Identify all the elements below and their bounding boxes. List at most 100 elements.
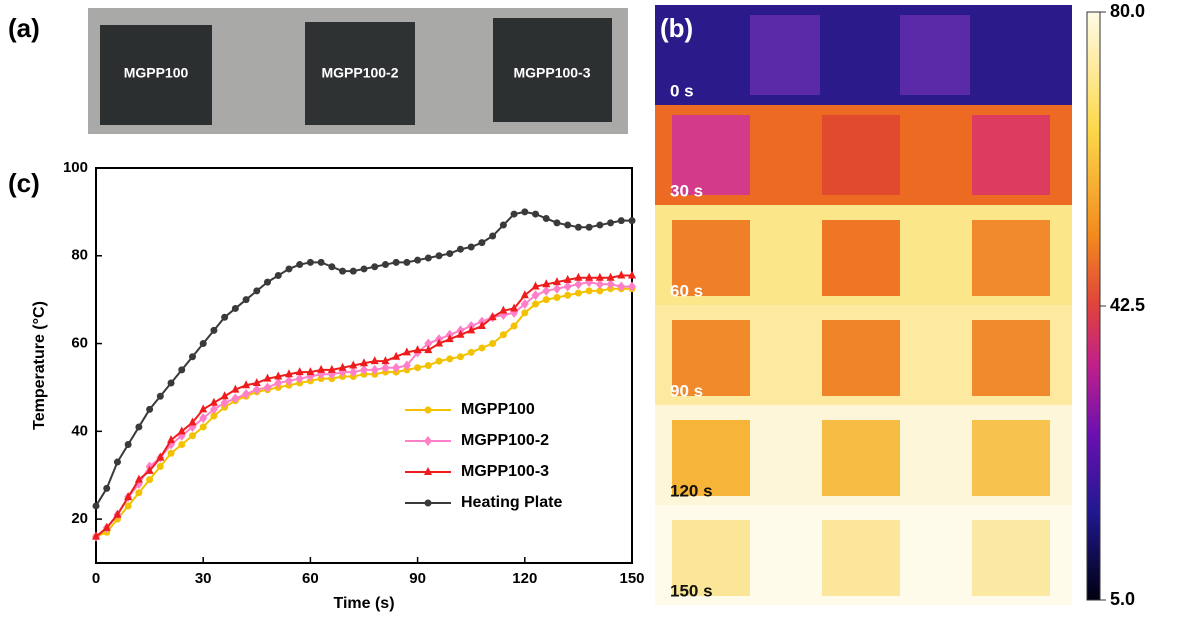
marker [178, 366, 186, 374]
marker [274, 378, 283, 389]
legend-label: MGPP100-2 [461, 432, 549, 449]
marker [563, 281, 572, 292]
marker [210, 412, 218, 420]
marker [413, 345, 422, 354]
marker [113, 458, 121, 466]
marker [135, 423, 143, 431]
marker [628, 217, 636, 225]
marker [564, 291, 572, 299]
marker [585, 272, 594, 281]
marker [478, 344, 486, 352]
marker [253, 287, 261, 295]
marker [595, 279, 604, 290]
marker [552, 283, 561, 294]
time-label: 60 s [670, 281, 703, 300]
colorbar-label: 80.0 [1110, 1, 1145, 21]
marker [102, 522, 111, 531]
legend-marker [424, 499, 432, 507]
sample-label: MGPP100-2 [321, 65, 398, 81]
marker [424, 338, 433, 349]
marker [542, 279, 551, 288]
marker [381, 356, 390, 365]
marker [596, 287, 604, 295]
marker [349, 267, 357, 275]
marker [553, 293, 561, 301]
marker [456, 245, 464, 253]
marker [477, 321, 486, 329]
marker [532, 300, 540, 308]
marker [360, 265, 368, 273]
marker [178, 441, 186, 448]
marker [553, 219, 561, 227]
marker [381, 261, 389, 269]
sample-label: MGPP100-3 [513, 65, 590, 81]
marker [199, 340, 207, 348]
x-tick-label: 150 [619, 570, 644, 587]
marker [146, 476, 154, 484]
marker [92, 531, 100, 540]
marker [531, 290, 540, 301]
marker [274, 272, 282, 280]
thermal-images [655, 5, 1072, 605]
legend-label: Heating Plate [461, 494, 562, 511]
marker [445, 334, 454, 343]
marker [199, 423, 207, 431]
marker [489, 340, 497, 348]
marker [209, 404, 218, 415]
x-tick-label: 60 [302, 570, 319, 587]
marker [167, 449, 175, 457]
marker [414, 256, 422, 264]
marker [231, 393, 240, 404]
marker [360, 358, 368, 367]
colorbar [1086, 11, 1101, 601]
marker [221, 313, 229, 321]
marker [532, 210, 540, 218]
marker [563, 274, 572, 283]
x-tick-label: 0 [92, 570, 100, 587]
marker [370, 364, 379, 375]
time-label: 30 s [670, 181, 703, 200]
marker [135, 489, 143, 497]
marker [564, 221, 572, 229]
marker [403, 258, 411, 266]
legend-marker [424, 436, 432, 446]
marker [478, 239, 486, 247]
marker [574, 223, 582, 231]
marker [124, 502, 132, 510]
marker [296, 261, 304, 269]
y-tick-label: 20 [71, 510, 88, 527]
marker [167, 435, 176, 444]
marker [456, 353, 464, 361]
marker [510, 210, 518, 218]
x-tick-label: 90 [409, 570, 426, 587]
marker [103, 484, 111, 492]
marker [284, 369, 293, 378]
marker [92, 502, 100, 510]
marker [317, 258, 325, 266]
marker [252, 378, 261, 387]
marker [199, 413, 208, 424]
x-tick-label: 120 [512, 570, 537, 587]
marker [617, 270, 626, 279]
marker [242, 380, 251, 389]
marker [188, 417, 197, 426]
marker [242, 296, 250, 304]
marker [349, 367, 358, 378]
marker [220, 391, 229, 400]
marker [285, 265, 293, 273]
time-label: 120 s [670, 481, 713, 500]
marker [381, 362, 390, 373]
marker [371, 263, 379, 271]
marker [177, 426, 186, 435]
marker [124, 441, 132, 448]
panel-label: (b) [660, 13, 693, 43]
marker [574, 289, 582, 297]
marker [552, 277, 561, 286]
marker [488, 312, 497, 321]
marker [542, 285, 551, 296]
plot-frame [95, 167, 633, 564]
marker [156, 452, 165, 461]
marker [606, 272, 615, 281]
marker [252, 384, 261, 395]
